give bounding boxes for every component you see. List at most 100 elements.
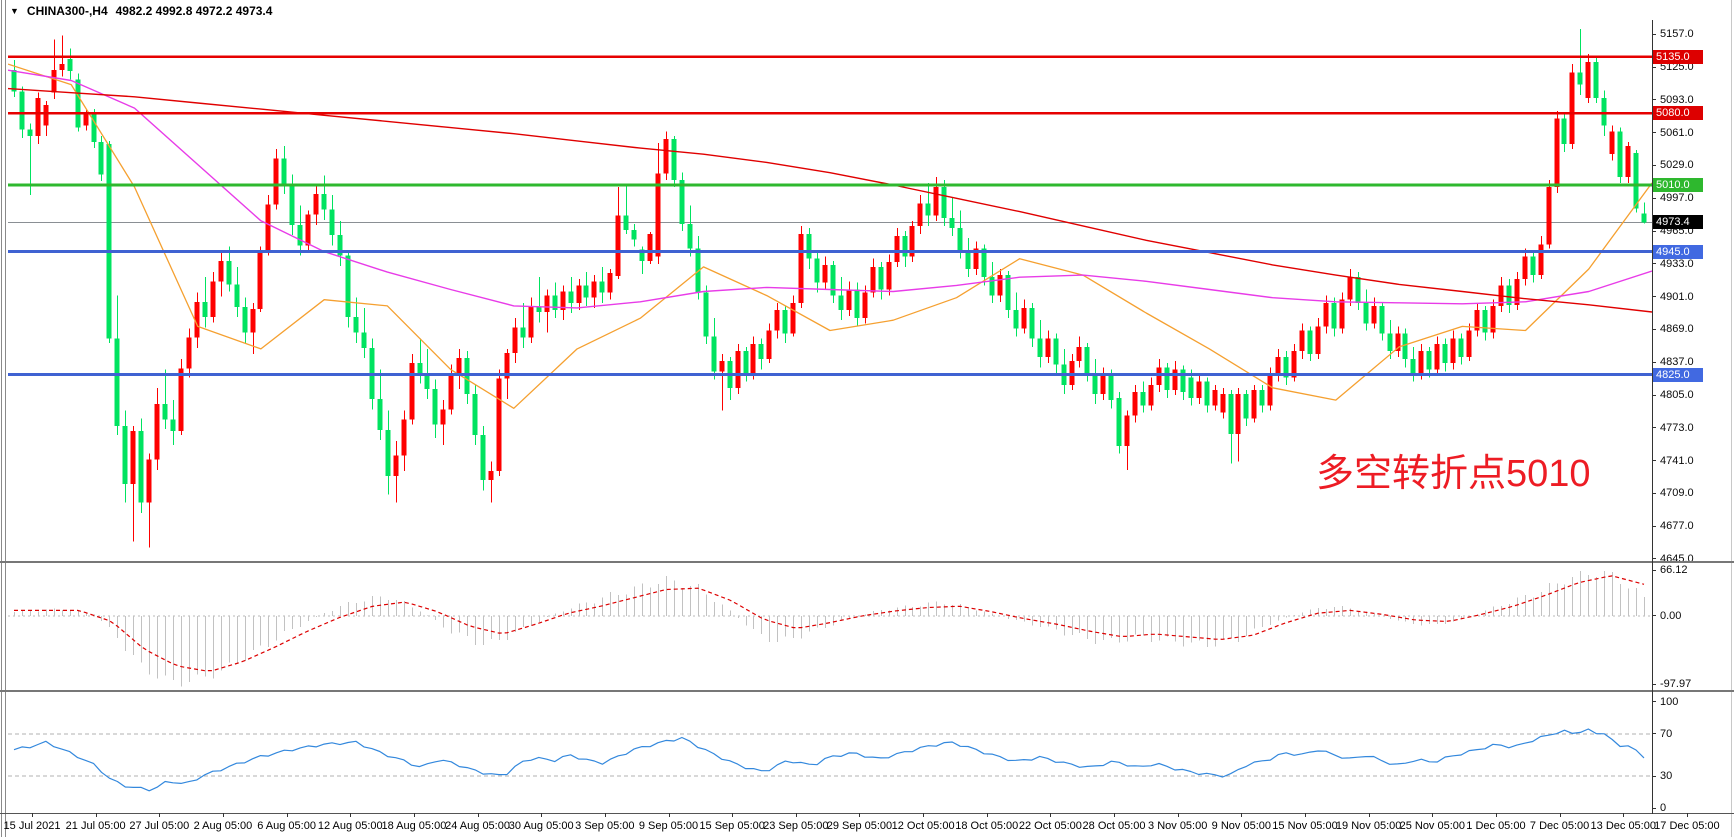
candle-down: [695, 248, 701, 293]
candle-up: [615, 215, 621, 277]
candle-down: [1561, 118, 1567, 144]
candle-down: [536, 306, 542, 313]
price-tick-mark: [1652, 263, 1656, 265]
time-tick-mark: [1114, 813, 1116, 817]
candle-up: [1291, 350, 1297, 378]
price-tick-mark: [1652, 33, 1656, 35]
collapse-objects-icon[interactable]: ▼: [10, 5, 19, 16]
candle-down: [353, 317, 359, 333]
time-axis-label: 24 Aug 05:00: [445, 820, 510, 832]
time-tick-mark: [604, 813, 606, 817]
candle-up: [265, 204, 271, 251]
price-tick-mark: [1652, 230, 1656, 232]
candle-up: [735, 350, 741, 388]
candle-down: [27, 129, 33, 136]
price-tick-mark: [1652, 361, 1656, 363]
price-tick-mark: [1652, 197, 1656, 199]
price-badge: 5080.0: [1653, 106, 1703, 121]
candle-up: [528, 306, 534, 338]
time-tick-mark: [1559, 813, 1561, 817]
rsi-tick-mark: [1652, 701, 1656, 703]
chart-text-annotation: 多空转折点5010: [1316, 453, 1591, 495]
time-axis-label: 15 Nov 05:00: [1272, 820, 1338, 832]
time-axis-label: 21 Jul 05:00: [65, 820, 126, 832]
candle-up: [750, 343, 756, 374]
time-axis[interactable]: 15 Jul 2021 21 Jul 05:00 27 Jul 05:00 2 Aug…: [0, 813, 1734, 837]
candle-down: [1577, 72, 1583, 85]
price-tick-label: 4741.0: [1660, 454, 1694, 467]
candle-up: [393, 455, 399, 476]
price-tick-label: 5125.0: [1660, 61, 1694, 74]
candle-up: [1474, 309, 1480, 331]
price-tick-mark: [1652, 394, 1656, 396]
time-axis-label: 18 Aug 05:00: [381, 820, 447, 832]
candle-up: [1275, 357, 1281, 375]
candle-down: [1402, 333, 1408, 360]
rsi-tick-label: 30: [1660, 770, 1673, 783]
candle-up: [51, 70, 57, 93]
candle-up: [1267, 374, 1273, 406]
candle-up: [1522, 256, 1528, 280]
candle-down: [234, 284, 240, 307]
price-axis[interactable]: 5157.0 5125.0 5093.0 5061.0 5029.0 4997.0 4965…: [1652, 20, 1734, 565]
rsi-pane[interactable]: [8, 692, 1652, 813]
pane-separator-macd[interactable]: [0, 561, 1734, 563]
candle-up: [496, 378, 502, 471]
candle-up: [1172, 369, 1178, 390]
candle-down: [623, 215, 629, 231]
price-tick-label: 5029.0: [1660, 159, 1694, 172]
price-badge: 5010.0: [1653, 177, 1703, 192]
price-badge: 5135.0: [1653, 49, 1703, 64]
candle-up: [186, 337, 192, 369]
candle-up: [790, 302, 796, 334]
time-tick-mark: [95, 813, 97, 817]
time-axis-label: 29 Sep 05:00: [826, 820, 893, 832]
candle-up: [607, 273, 613, 293]
time-axis-label: 27 Jul 05:00: [129, 820, 190, 832]
candle-up: [933, 187, 939, 216]
candle-down: [1084, 346, 1090, 374]
candle-up: [1585, 62, 1591, 98]
candle-down: [1363, 302, 1369, 324]
time-tick-mark: [986, 813, 988, 817]
candle-down: [711, 336, 717, 372]
pane-separator-rsi[interactable]: [0, 690, 1734, 692]
candle-up: [409, 363, 415, 420]
candle-down: [583, 285, 589, 298]
candle-up: [1546, 187, 1552, 245]
price-badge: 4825.0: [1653, 367, 1703, 382]
candle-down: [289, 183, 295, 225]
candle-down: [1283, 357, 1289, 378]
candle-down: [838, 295, 844, 310]
candle-down: [941, 187, 947, 218]
time-axis-label: 28 Oct 05:00: [1082, 820, 1146, 832]
time-tick-mark: [668, 813, 670, 817]
candle-down: [11, 70, 17, 92]
time-axis-label: 13 Dec 05:00: [1590, 820, 1656, 832]
candle-up: [663, 138, 669, 174]
candle-down: [1204, 381, 1210, 406]
rsi-axis[interactable]: 100 70 30 0: [1652, 692, 1734, 814]
rsi-tick-label: 100: [1660, 695, 1679, 708]
macd-axis[interactable]: 66.12 0.00 -97.97: [1652, 563, 1734, 690]
candle-down: [1641, 213, 1647, 223]
time-axis-label: 9 Nov 05:00: [1211, 820, 1272, 832]
candle-down: [830, 264, 836, 296]
time-tick-mark: [541, 813, 543, 817]
rsi-tick-label: 70: [1660, 727, 1673, 740]
candle-up: [1347, 277, 1353, 300]
candle-up: [798, 234, 804, 303]
candle-down: [1140, 391, 1146, 406]
candle-down: [1387, 333, 1393, 351]
macd-pane[interactable]: [8, 563, 1652, 690]
time-tick-mark: [1177, 813, 1179, 817]
candle-down: [957, 227, 963, 252]
candle-down: [703, 292, 709, 337]
time-axis-label: 25 Nov 05:00: [1399, 820, 1466, 832]
candle-down: [377, 399, 383, 430]
candle-down: [1379, 305, 1385, 334]
candle-up: [210, 281, 216, 318]
rsi-tick-mark: [1652, 775, 1656, 777]
main-chart-pane[interactable]: [8, 20, 1652, 561]
